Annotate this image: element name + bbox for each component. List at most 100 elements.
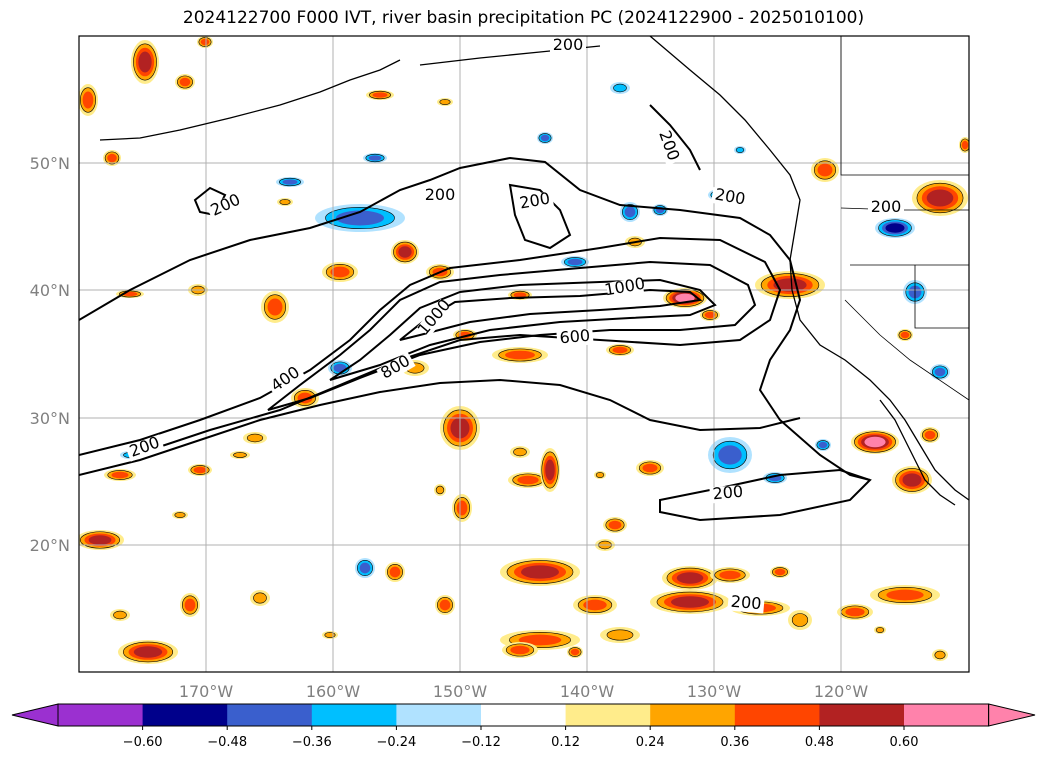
positive-pc-patch [322, 631, 338, 639]
positive-pc-patch [892, 466, 932, 494]
ivt-contours [79, 104, 872, 522]
negative-pc-patch [561, 256, 589, 268]
negative-pc-patch [276, 177, 304, 187]
ivt-contour-label: 200 [425, 185, 456, 204]
positive-pc-patch [594, 471, 606, 479]
latitude-tick-labels: 50°N 40°N 30°N 20°N [30, 154, 70, 555]
positive-pc-patch [897, 329, 913, 341]
positive-pc-patch [188, 464, 212, 476]
ivt-contour-label: 200 [730, 592, 762, 614]
colorbar-segment [396, 704, 482, 726]
colorbar-tick-label: 0.48 [805, 735, 834, 750]
positive-pc-patch [118, 640, 178, 664]
ivt-contour-800 [329, 278, 717, 381]
colorbar: −0.60 −0.48 −0.36 −0.24 −0.12 0.12 0.24 0.36 0.4… [11, 703, 1036, 750]
lat-tick-label: 20°N [30, 536, 70, 555]
positive-pc-patch [103, 150, 121, 166]
map-frame [78, 35, 970, 673]
negative-pc-patch [930, 364, 950, 380]
positive-pc-patch [175, 74, 195, 90]
colorbar-segment [650, 704, 736, 726]
ivt-contour-label: 200 [553, 35, 584, 54]
positive-pc-patch [710, 567, 750, 583]
negative-pc-patch [734, 146, 746, 154]
lon-tick-label: 150°W [433, 682, 488, 701]
positive-pc-patch [172, 511, 188, 519]
lat-tick-label: 50°N [30, 154, 70, 173]
negative-pc-patch [708, 437, 752, 473]
positive-pc-patch [434, 484, 446, 496]
colorbar-tick-label: 0.24 [636, 735, 665, 750]
positive-pc-patch [603, 517, 627, 533]
positive-pc-patch [811, 158, 839, 182]
positive-pc-patch [932, 649, 948, 661]
lat-tick-label: 40°N [30, 281, 70, 300]
lon-tick-label: 160°W [306, 682, 361, 701]
positive-pc-patch [600, 627, 640, 643]
colorbar-tick-label: −0.60 [123, 735, 163, 750]
negative-pc-patch [355, 558, 375, 578]
positive-pc-patch [197, 36, 213, 48]
positive-pc-patch [510, 446, 530, 458]
negative-pc-patch [537, 132, 553, 144]
positive-pc-patch [500, 558, 580, 586]
positive-pc-patch [435, 595, 455, 615]
colorbar-segment [58, 704, 144, 726]
positive-pc-patch [636, 460, 664, 476]
ivt-contour-200-outer [79, 156, 871, 481]
positive-pc-patch [385, 562, 405, 582]
positive-pc-patch [116, 290, 144, 298]
positive-pc-patch [573, 595, 617, 615]
positive-pc-patch [291, 388, 319, 408]
positive-pc-patch [874, 626, 886, 634]
lon-tick-label: 170°W [179, 682, 234, 701]
positive-pc-patch [180, 593, 200, 617]
colorbar-segment [311, 704, 397, 726]
longitude-tick-labels: 170°W 160°W 150°W 140°W 130°W 120°W [179, 682, 869, 701]
positive-pc-patch [391, 240, 419, 264]
colorbar-extend-max [988, 703, 1036, 727]
positive-pc-patch [912, 180, 968, 216]
ivt-contour-1000 [399, 288, 703, 341]
lon-tick-label: 120°W [814, 682, 869, 701]
colorbar-tick-label: −0.36 [292, 735, 332, 750]
colorbar-tick-label: 0.12 [551, 735, 580, 750]
ivt-contour-label: 600 [559, 326, 591, 348]
positive-pc-patch [110, 609, 130, 621]
lat-tick-label: 30°N [30, 409, 70, 428]
negative-pc-patch [610, 82, 630, 94]
colorbar-segment [142, 704, 228, 726]
colorbar-segment [481, 704, 567, 726]
colorbar-segment [565, 704, 651, 726]
negative-pc-patch [815, 439, 831, 451]
colorbar-outline [57, 703, 990, 727]
positive-pc-patch [788, 610, 812, 630]
ivt-contour-label: 200 [712, 482, 744, 504]
ivt-contour-200-south [79, 378, 801, 476]
positive-pc-patch [540, 448, 560, 492]
positive-pc-patch [870, 585, 940, 605]
positive-pc-patch [959, 137, 969, 153]
colorbar-segment [819, 704, 905, 726]
positive-pc-patch [104, 469, 136, 481]
colorbar-extend-min [11, 703, 59, 727]
lon-tick-label: 140°W [560, 682, 615, 701]
ivt-contour-200-coast [649, 104, 701, 171]
ivt-contour-200-loop [659, 468, 872, 522]
colorbar-tick-label: −0.24 [376, 735, 416, 750]
coastlines [99, 36, 969, 506]
negative-pc-patch [875, 218, 915, 238]
colorbar-tick-label: 0.60 [890, 735, 919, 750]
colorbar-tick-label: 0.36 [720, 735, 749, 750]
positive-pc-patch [770, 566, 790, 578]
positive-pc-patch [606, 344, 634, 356]
positive-pc-patch [79, 84, 98, 116]
positive-pc-patch [492, 347, 548, 363]
positive-pc-patch [508, 472, 548, 488]
colorbar-segment [227, 704, 313, 726]
positive-pc-patch [755, 271, 825, 299]
positive-pc-patch [230, 451, 250, 459]
negative-pc-patch [652, 204, 668, 216]
